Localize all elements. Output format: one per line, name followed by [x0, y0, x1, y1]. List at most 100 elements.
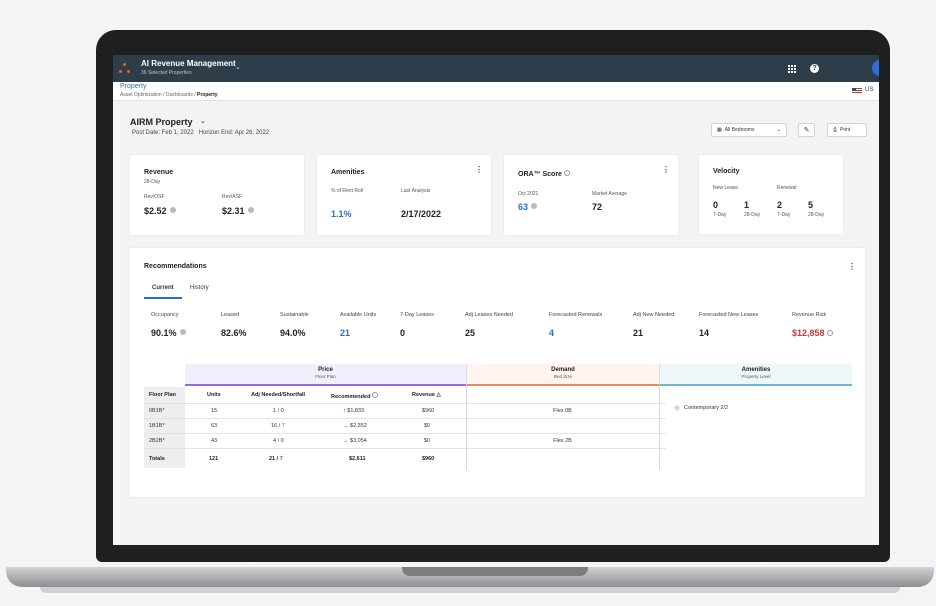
locale-label[interactable]: US [865, 87, 874, 93]
column-header[interactable]: Adj Needed/Shortfall [251, 392, 306, 398]
kpi-value: 25 [465, 328, 476, 338]
ora-title: ORA™ Score [518, 170, 570, 178]
amenity-item[interactable]: ↑ Contemporary 2/2 [674, 405, 729, 411]
more-icon[interactable]: ⋮ [662, 165, 670, 174]
edit-button[interactable]: ✎ [798, 123, 815, 137]
column-header[interactable]: Units [207, 392, 221, 398]
filter-icon: ▦ [717, 127, 722, 133]
market-average-label: Market Average [592, 191, 627, 197]
recommended-cell: → $3,054 [343, 438, 367, 444]
amenities-title: Amenities [331, 169, 365, 176]
kpi-value[interactable]: 4 [549, 328, 555, 338]
more-icon[interactable]: ⋮ [848, 262, 856, 271]
screen: AI Revenue Management 36 Selected Proper… [113, 55, 879, 545]
new-lease-label: New Lease [713, 185, 739, 191]
kpi-value[interactable]: 21 [340, 328, 351, 338]
rev-asf-label: Rev/ASF [222, 194, 243, 200]
last-analysis-label: Last Analysis [401, 188, 431, 194]
column-divider [466, 386, 467, 470]
page-title: Property [120, 83, 147, 90]
chevron-down-icon: ⌄ [776, 127, 781, 133]
floor-plan-cell[interactable]: 1B1B* [149, 423, 165, 429]
app-title[interactable]: AI Revenue Management [141, 59, 236, 68]
avatar[interactable] [872, 60, 879, 76]
kpi-value[interactable]: $12,858 [792, 328, 833, 338]
floor-plan-cell[interactable]: 0B1B* [149, 408, 165, 414]
floor-plan-cell[interactable]: 2B2B* [149, 438, 165, 444]
breadcrumb-item-asset-optimization[interactable]: Asset Optimization [120, 92, 162, 98]
expand-icon[interactable] [179, 329, 186, 335]
kpi-value: 0 [400, 328, 406, 338]
kpi-value: 21 [633, 328, 644, 338]
kpi-value: 94.0% [280, 328, 306, 338]
ora-date-label: Oct 2021 [518, 191, 539, 197]
demand-cell: Flex 0B [553, 408, 572, 414]
recommended-cell: ↑ $1,833 [343, 408, 365, 414]
units-cell: 15 [211, 408, 218, 414]
totals-adj: 21 / 7 [269, 456, 283, 462]
kpi-value: 82.6% [221, 328, 247, 338]
units-cell: 63 [211, 423, 218, 429]
print-button[interactable]: ⎙ Print [827, 123, 867, 137]
help-icon[interactable]: ? [810, 64, 819, 73]
adj-cell: 4 / 0 [273, 438, 284, 444]
totals-recommended: $2,611 [349, 456, 366, 462]
breadcrumb-item-dashboards[interactable]: Dashboards [165, 92, 193, 98]
tab-history[interactable]: History [190, 285, 209, 291]
arrow-right-icon: → [343, 423, 349, 429]
expand-icon[interactable] [247, 207, 254, 213]
rent-roll-label: % of Rent Roll [331, 188, 363, 194]
arrow-up-icon: ↑ [674, 405, 680, 411]
amenities-card: Amenities ⋮ % of Rent Roll 1.1% Last Ana… [317, 155, 491, 235]
property-chevron-icon[interactable]: ⌄ [200, 118, 206, 125]
column-header[interactable]: Recommended [331, 392, 379, 400]
expand-icon[interactable] [531, 203, 538, 209]
expand-icon[interactable] [169, 207, 176, 213]
row-divider [144, 448, 666, 449]
property-title[interactable]: AIRM Property [130, 117, 193, 127]
chevron-down-icon[interactable]: ⌄ [235, 64, 241, 71]
apps-grid-icon[interactable] [788, 65, 796, 73]
kpi-label: Leased [221, 312, 240, 318]
ora-score-value[interactable]: 63 [518, 202, 538, 212]
units-cell: 43 [211, 438, 218, 444]
revenue-cell: $0 [424, 423, 431, 429]
velocity-value: 0 [713, 200, 719, 210]
laptop-base [6, 567, 934, 587]
property-dates: Post Date: Feb 1, 2022 Horizon End: Apr … [132, 130, 270, 136]
info-icon[interactable] [563, 170, 570, 176]
kpi-value: 14 [699, 328, 710, 338]
rent-roll-value[interactable]: 1.1% [331, 209, 352, 219]
bedrooms-dropdown[interactable]: ▦ All Bedrooms ⌄ [711, 123, 787, 137]
info-icon[interactable] [372, 392, 379, 398]
kpi-label: Revenue Risk [792, 312, 827, 318]
column-header[interactable]: Floor Plan [149, 392, 176, 398]
top-bar: AI Revenue Management 36 Selected Proper… [113, 55, 879, 82]
velocity-value: 5 [808, 200, 814, 210]
more-icon[interactable]: ⋮ [475, 165, 483, 174]
amenities-column-group: Amenities Property Level [659, 364, 852, 386]
kpi-label: Adj New Needed [633, 312, 675, 318]
velocity-period: 28-Day [808, 212, 825, 218]
demand-cell: Flex 2B [553, 438, 572, 444]
velocity-period: 7-Day [777, 212, 791, 218]
sort-icon[interactable]: △ [436, 392, 441, 398]
kpi-label: Sustainable [280, 312, 309, 318]
column-header[interactable]: Revenue △ [412, 392, 441, 398]
revenue-cell: $960 [422, 408, 435, 414]
totals-revenue: $960 [422, 456, 435, 462]
adj-cell: 1 / 0 [273, 408, 284, 414]
kpi-label: 7-Day Leases [400, 312, 434, 318]
breadcrumb-bar: Property Asset Optimization / Dashboards… [113, 82, 879, 101]
laptop-shadow [40, 587, 900, 593]
row-divider [144, 433, 666, 434]
info-icon[interactable] [826, 330, 833, 336]
demand-column-group: Demand Bed Size [466, 364, 659, 386]
revenue-cell: $0 [424, 438, 431, 444]
us-flag-icon[interactable] [852, 88, 862, 94]
arrow-up-icon: ↑ [343, 408, 346, 414]
velocity-value: 2 [777, 200, 783, 210]
tab-current[interactable]: Current [152, 285, 174, 291]
row-divider [144, 418, 666, 419]
logo-icon[interactable] [119, 63, 131, 75]
